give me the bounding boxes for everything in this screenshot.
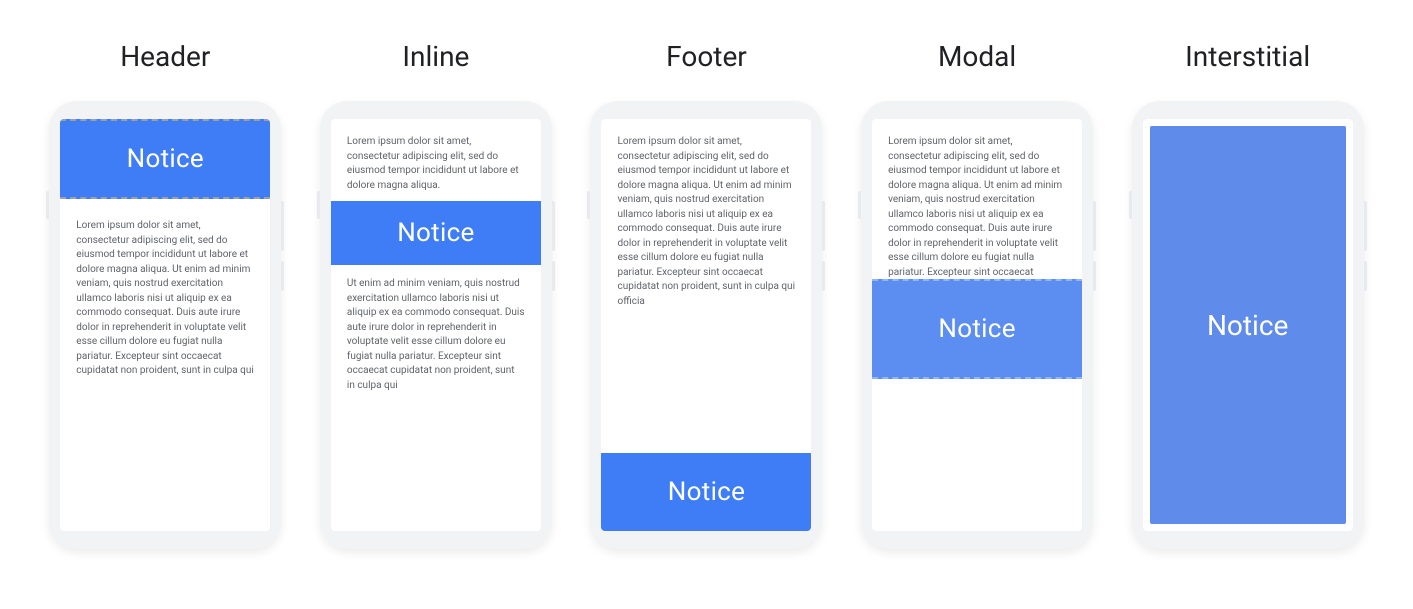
- phone-frame: Lorem ipsum dolor sit amet, consectetur …: [1132, 101, 1364, 549]
- phone-frame: Lorem ipsum dolor sit amet, consectetur …: [320, 101, 552, 549]
- panel-modal: Modal Lorem ipsum dolor sit amet, consec…: [847, 40, 1107, 549]
- notice-label: Notice: [668, 477, 745, 507]
- phone-frame: Notice Lorem ipsum dolor sit amet, conse…: [49, 101, 281, 549]
- notice-modal: Notice: [872, 279, 1082, 379]
- phone-side-button-icon: [1093, 261, 1096, 291]
- panel-title: Header: [120, 40, 210, 73]
- phone-screen: Lorem ipsum dolor sit amet, consectetur …: [1143, 119, 1353, 531]
- notice-label: Notice: [1207, 309, 1288, 342]
- panel-footer: Footer Lorem ipsum dolor sit amet, conse…: [576, 40, 836, 549]
- notice-interstitial: Notice: [1150, 126, 1346, 524]
- panel-header: Header Notice Lorem ipsum dolor sit amet…: [35, 40, 295, 549]
- phone-side-button-icon: [1364, 261, 1367, 291]
- phone-frame: Lorem ipsum dolor sit amet, consectetur …: [861, 101, 1093, 549]
- panel-title: Modal: [938, 40, 1016, 73]
- lorem-text-bottom: Ut enim ad minim veniam, quis nostrud ex…: [331, 267, 541, 393]
- notice-inline: Notice: [331, 201, 541, 265]
- notice-label: Notice: [397, 218, 474, 248]
- lorem-text: Lorem ipsum dolor sit amet, consectetur …: [60, 203, 270, 395]
- panel-title: Interstitial: [1185, 40, 1310, 73]
- phone-screen: Lorem ipsum dolor sit amet, consectetur …: [872, 119, 1082, 531]
- phone-screen: Lorem ipsum dolor sit amet, consectetur …: [331, 119, 541, 531]
- diagram-row: Header Notice Lorem ipsum dolor sit amet…: [0, 0, 1413, 549]
- notice-label: Notice: [127, 144, 204, 174]
- phone-side-button-icon: [822, 261, 825, 291]
- phone-frame: Lorem ipsum dolor sit amet, consectetur …: [590, 101, 822, 549]
- panel-title: Inline: [402, 40, 469, 73]
- phone-screen: Notice Lorem ipsum dolor sit amet, conse…: [60, 119, 270, 531]
- phone-side-button-icon: [281, 261, 284, 291]
- panel-title: Footer: [666, 40, 747, 73]
- phone-side-button-icon: [552, 261, 555, 291]
- notice-footer: Notice: [601, 453, 811, 531]
- notice-label: Notice: [938, 314, 1015, 344]
- phone-screen: Lorem ipsum dolor sit amet, consectetur …: [601, 119, 811, 531]
- panel-interstitial: Interstitial Lorem ipsum dolor sit amet,…: [1118, 40, 1378, 549]
- panel-inline: Inline Lorem ipsum dolor sit amet, conse…: [306, 40, 566, 549]
- lorem-text-top: Lorem ipsum dolor sit amet, consectetur …: [331, 119, 541, 199]
- notice-header: Notice: [60, 119, 270, 199]
- lorem-text: Lorem ipsum dolor sit amet, consectetur …: [601, 119, 811, 325]
